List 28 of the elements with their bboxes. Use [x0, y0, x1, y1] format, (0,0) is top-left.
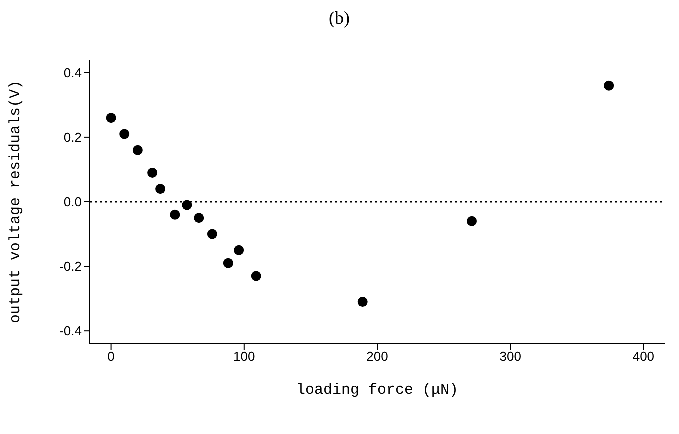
point: [148, 168, 158, 178]
x-tick-label: 0: [108, 349, 115, 364]
point: [467, 216, 477, 226]
y-tick-label: -0.4: [60, 324, 82, 339]
point: [106, 113, 116, 124]
point: [604, 80, 614, 91]
point: [207, 229, 218, 240]
point: [223, 258, 234, 268]
point: [251, 271, 262, 282]
point: [170, 210, 180, 220]
x-tick-label: 400: [632, 349, 655, 364]
point: [234, 245, 244, 256]
point: [120, 129, 130, 140]
x-tick-label: 300: [500, 349, 522, 364]
x-tick-label: 100: [234, 349, 256, 364]
x-axis-title: loading force (μN): [296, 382, 459, 399]
point: [194, 213, 204, 224]
point: [182, 200, 192, 210]
y-tick-label: 0.4: [64, 66, 82, 81]
point: [156, 184, 166, 194]
y-tick-label: 0.2: [64, 130, 82, 146]
y-axis-title: output voltage residuals(V): [7, 80, 24, 324]
point: [132, 145, 143, 156]
y-tick-label: -0.2: [60, 259, 82, 274]
x-tick-label: 200: [366, 349, 388, 364]
point: [358, 297, 368, 308]
chart-title: (b): [328, 8, 351, 29]
y-tick-label: 0.0: [64, 194, 82, 210]
